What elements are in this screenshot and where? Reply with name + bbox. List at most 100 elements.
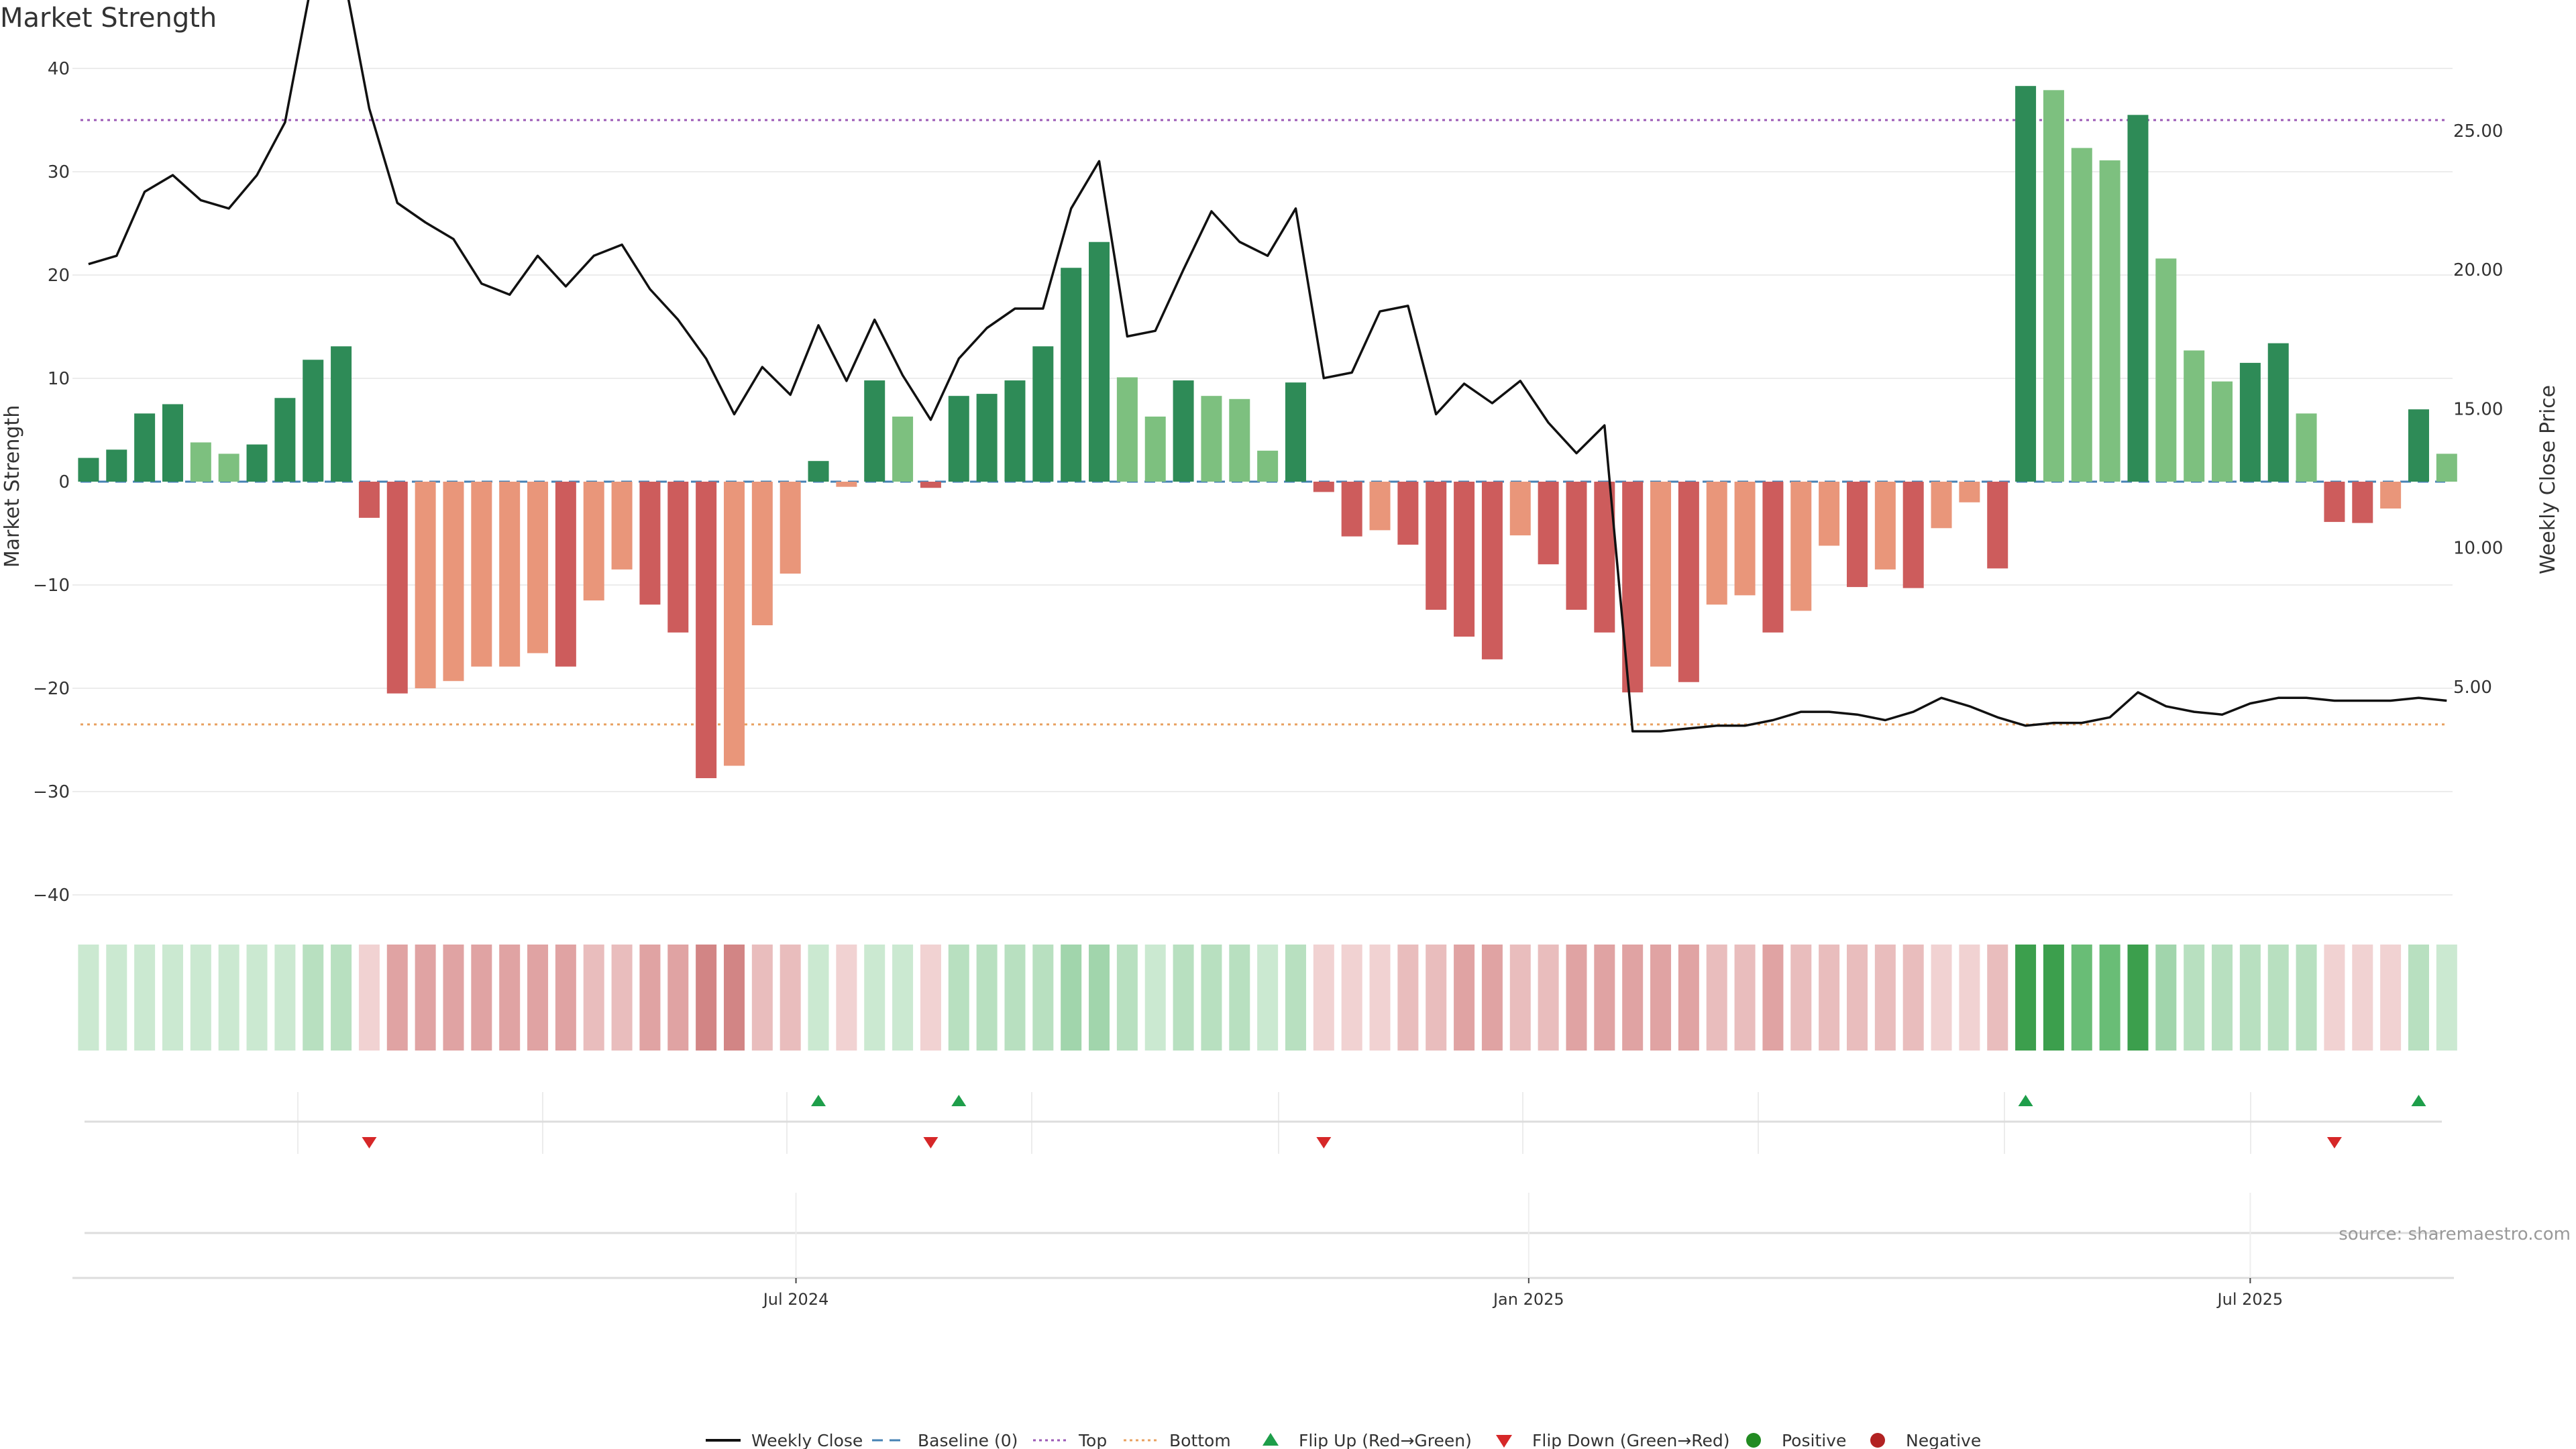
axis-ticks: 40 30 20 10 0 −10 −20 −30 −40 5.00 10.00 15.00 20.00… [33, 0, 2503, 906]
heat-cell [1902, 945, 1924, 1051]
grid-lines [72, 68, 2453, 896]
heat-cell [106, 945, 127, 1051]
heat-cell [1369, 945, 1391, 1051]
strength-bar [2015, 86, 2037, 482]
heat-cell [639, 945, 661, 1051]
heat-cell [2212, 945, 2233, 1051]
legend-label: Positive [1782, 1431, 1846, 1449]
strength-bar [2099, 160, 2121, 482]
right-tick-label: 5.00 [2453, 678, 2492, 698]
strength-bar [1987, 482, 2008, 569]
heat-cell [1397, 945, 1419, 1051]
legend-label: Baseline (0) [918, 1431, 1018, 1449]
strength-bar [471, 482, 492, 667]
left-axis-label: Market Strength [1, 405, 24, 568]
left-tick-label: 20 [48, 266, 70, 286]
heat-cell [1061, 945, 1082, 1051]
legend-swatch [1263, 1433, 1279, 1446]
strength-bar [2127, 115, 2149, 482]
strength-bar [1397, 482, 1419, 545]
heat-cell [2043, 945, 2064, 1051]
heat-cell [1538, 945, 1559, 1051]
heat-cell [1846, 945, 1868, 1051]
strength-bar [1706, 482, 1727, 605]
strength-bar [2436, 453, 2457, 482]
strength-bar [1369, 482, 1391, 531]
flip-up-marker [811, 1095, 826, 1106]
flip-up-marker [2018, 1095, 2033, 1106]
strength-bar [976, 394, 998, 482]
heat-cell [1762, 945, 1784, 1051]
heat-cell [1959, 945, 1980, 1051]
strength-bar [696, 482, 717, 778]
strength-bar [1089, 241, 1110, 482]
strength-bar [1454, 482, 1475, 637]
strength-bar [2380, 482, 2402, 509]
strength-heat-strip [78, 945, 2457, 1051]
heat-cell [386, 945, 408, 1051]
heat-cell [246, 945, 268, 1051]
heat-cell [751, 945, 773, 1051]
weekly-close-line [88, 0, 2447, 733]
strength-bar [190, 442, 211, 482]
heat-cell [2380, 945, 2402, 1051]
right-tick-label: 25.00 [2453, 121, 2503, 142]
strength-bar [892, 416, 914, 482]
strength-bar [2155, 258, 2177, 482]
strength-bar [1931, 482, 1952, 529]
strength-bar [1734, 482, 1756, 596]
strength-bar [1902, 482, 1924, 588]
strength-bar [331, 346, 352, 482]
strength-bar [443, 482, 464, 682]
strength-bar [1116, 377, 1138, 482]
strength-bar [639, 482, 661, 605]
heat-cell [358, 945, 380, 1051]
strength-bar [780, 482, 801, 574]
strength-bar [667, 482, 689, 633]
right-tick-label: 15.00 [2453, 399, 2503, 419]
heat-cell [1622, 945, 1644, 1051]
strength-bar [2296, 413, 2317, 482]
left-tick-label: 30 [48, 162, 70, 182]
heat-cell [920, 945, 941, 1051]
heat-cell [780, 945, 801, 1051]
heat-cell [1734, 945, 1756, 1051]
heat-cell [1426, 945, 1447, 1051]
strength-bar [1481, 482, 1503, 659]
heat-cell [2184, 945, 2205, 1051]
strength-bar [2071, 148, 2092, 482]
strength-bar [1762, 482, 1784, 633]
strength-bar [1285, 382, 1306, 482]
heat-cell [948, 945, 969, 1051]
heat-cell [1144, 945, 1166, 1051]
strength-bar [303, 360, 324, 482]
heat-cell [1229, 945, 1250, 1051]
chart-title: Market Strength [0, 3, 217, 34]
heat-cell [2324, 945, 2345, 1051]
heat-cell [303, 945, 324, 1051]
strength-bar [920, 482, 941, 488]
legend-label: Top [1078, 1431, 1107, 1449]
heat-cell [190, 945, 211, 1051]
strength-bar [611, 482, 633, 570]
strength-bar [1144, 416, 1166, 482]
heat-cell [1313, 945, 1334, 1051]
heat-cell [2239, 945, 2261, 1051]
heat-cell [2127, 945, 2149, 1051]
strength-bar [2239, 362, 2261, 482]
heat-cell [2352, 945, 2373, 1051]
heat-cell [274, 945, 296, 1051]
strength-bar [836, 482, 857, 487]
heat-cell [443, 945, 464, 1051]
strength-bar [386, 482, 408, 694]
strength-bar [1538, 482, 1559, 565]
strength-bar [2212, 381, 2233, 482]
legend-label: Flip Up (Red→Green) [1299, 1431, 1472, 1449]
heat-cell [1509, 945, 1531, 1051]
left-tick-label: 0 [58, 472, 70, 492]
heat-cell [527, 945, 549, 1051]
strength-bar [2408, 409, 2429, 482]
strength-bar [1173, 380, 1194, 482]
heat-cell [1566, 945, 1587, 1051]
strength-bar [274, 398, 296, 482]
